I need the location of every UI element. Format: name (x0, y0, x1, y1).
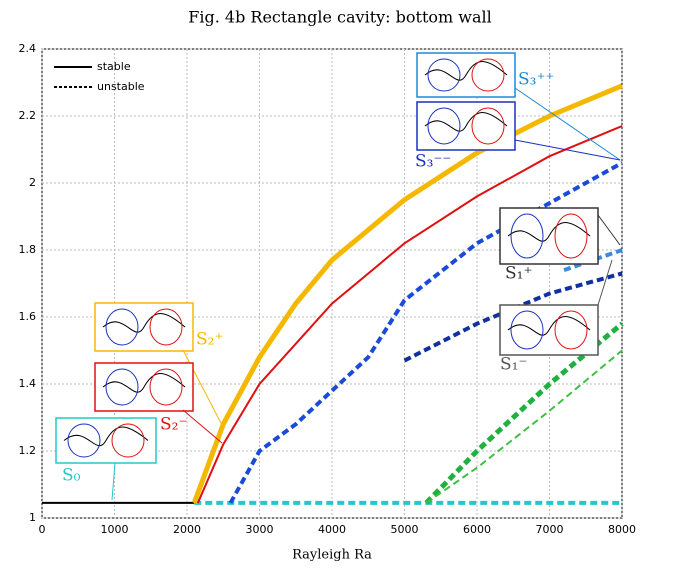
annotation-arrow (111, 462, 116, 501)
annotation-label: S₂⁻ (160, 415, 187, 435)
inset-cell (149, 368, 183, 406)
x-tick-label: 3000 (246, 523, 274, 536)
inset-cell (111, 423, 145, 458)
x-tick-label: 4000 (318, 523, 346, 536)
inset-cell (510, 213, 544, 259)
inset-flow (102, 313, 186, 333)
inset-cell (510, 310, 544, 350)
x-tick-label: 1000 (101, 523, 129, 536)
x-tick-label: 6000 (463, 523, 491, 536)
inset-cell (471, 107, 505, 145)
inset-cell (67, 423, 101, 458)
annotation-label: S₃⁻⁻ (415, 152, 451, 172)
chart-title: Fig. 4b Rectangle cavity: bottom wall (188, 8, 492, 27)
data-line (191, 83, 623, 504)
annotation-label: S₁⁺ (505, 264, 532, 284)
annotation-arrow (182, 409, 223, 444)
x-tick-label: 0 (39, 523, 46, 536)
inset-cell (427, 107, 461, 145)
annotation-arrow (514, 87, 621, 161)
inset-cell (554, 213, 588, 259)
y-tick-label: 2 (29, 176, 36, 189)
y-tick-label: 2.2 (19, 109, 37, 122)
data-line (424, 321, 624, 505)
y-tick-label: 1.8 (19, 243, 37, 256)
data-line (425, 349, 623, 504)
data-line (196, 125, 623, 504)
y-tick-label: 2.4 (19, 42, 37, 55)
inset-flow (63, 426, 149, 447)
annotation-label: S₂⁺ (196, 330, 223, 350)
inset-flow (102, 373, 186, 393)
annotation-arrow (597, 259, 613, 306)
y-tick-label: 1 (29, 511, 36, 524)
x-tick-label: 7000 (536, 523, 564, 536)
y-tick-label: 1.2 (19, 444, 37, 457)
inset-cell (427, 58, 461, 92)
legend-label: stable (97, 60, 131, 73)
y-tick-label: 1.6 (19, 310, 37, 323)
x-tick-label: 2000 (173, 523, 201, 536)
annotation-arrow (597, 214, 621, 246)
inset-cell (105, 308, 139, 346)
inset-flow (507, 316, 591, 336)
y-tick-label: 1.4 (19, 377, 37, 390)
inset-flow (424, 112, 508, 132)
inset-cell (105, 368, 139, 406)
inset-cell (471, 58, 505, 92)
annotation-label: S₃⁺⁺ (518, 70, 554, 90)
inset-cell (149, 308, 183, 346)
inset-flow (507, 222, 591, 242)
inset-cell (554, 310, 588, 350)
annotation-arrow (514, 139, 621, 161)
legend-label: unstable (97, 80, 145, 93)
x-tick-label: 5000 (391, 523, 419, 536)
x-axis-label: Rayleigh Ra (292, 548, 372, 563)
inset-flow (424, 61, 508, 81)
x-tick-label: 8000 (608, 523, 636, 536)
annotation-label: S₀ (62, 466, 81, 486)
annotation-label: S₁⁻ (500, 355, 527, 375)
